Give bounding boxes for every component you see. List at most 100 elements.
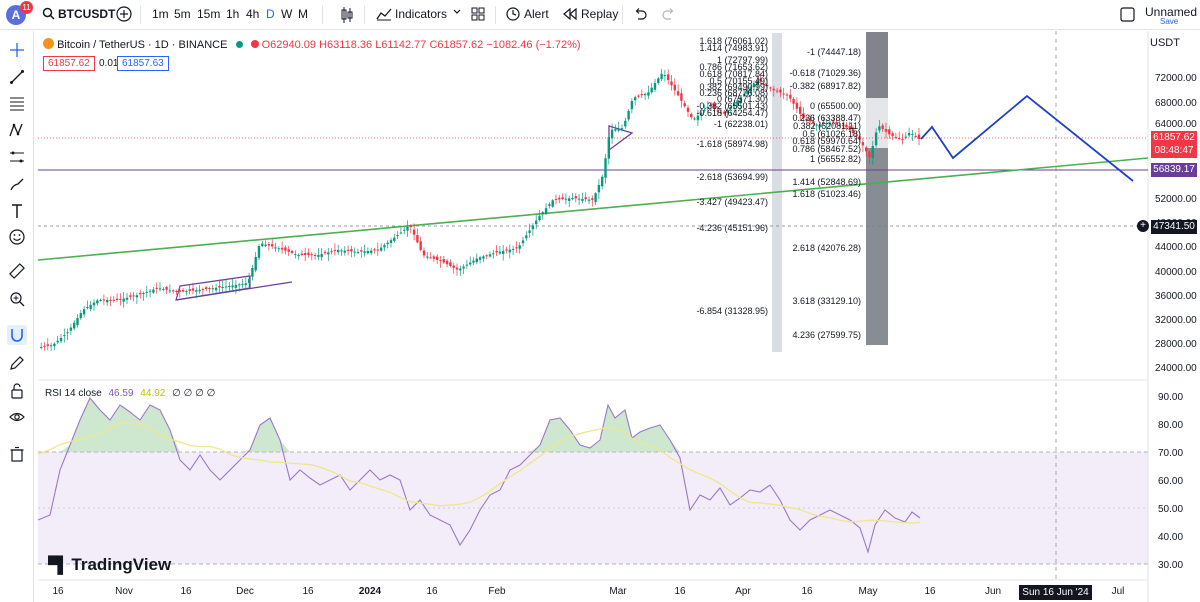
currency-button[interactable]: USDT	[1150, 37, 1180, 49]
interval-15m[interactable]: 15m	[197, 7, 221, 21]
candle-body	[756, 80, 759, 86]
alert-button[interactable]: Alert	[524, 7, 549, 21]
candle-body	[769, 87, 772, 89]
candle-body	[733, 103, 736, 107]
candle-body	[178, 290, 181, 292]
zoom-in-icon[interactable]	[7, 289, 27, 309]
candle-body	[759, 78, 762, 82]
symbol-search[interactable]: BTCUSDT	[58, 7, 116, 21]
interval-1h[interactable]: 1h	[226, 7, 240, 21]
time-axis-labels: 16 Nov 16 Dec 16 2024 16 Feb Mar 16 Apr 16 May 16 Jun J…	[52, 586, 1124, 597]
candle-body	[122, 298, 125, 302]
redo-icon[interactable]	[662, 8, 676, 23]
candle-body	[881, 125, 884, 129]
fib-left-labels: 1.618 (76061.02)1.414 (74983.91) 1 (72797…	[696, 36, 768, 316]
replay-button[interactable]: Replay	[581, 7, 619, 21]
sell-price[interactable]: 61857.62	[43, 56, 95, 71]
interval-d[interactable]: D	[266, 7, 275, 21]
lock-icon[interactable]	[7, 381, 27, 401]
compare-add-icon[interactable]	[115, 5, 133, 26]
flag-channel-lower	[175, 281, 293, 301]
candle-body	[587, 199, 591, 201]
trash-icon[interactable]	[7, 444, 27, 464]
text-tool-icon[interactable]	[7, 201, 27, 221]
rsi-ma-value: 44.92	[140, 388, 166, 399]
candle-body	[914, 135, 917, 137]
candle-body	[386, 242, 389, 245]
interval-1m[interactable]: 1m	[152, 7, 169, 21]
symbol-legend: Bitcoin / TetherUS · 1D · BINANCE O62940…	[43, 38, 581, 51]
fib-right-label: 0.618 (59970.64)	[792, 136, 861, 146]
candle-body	[373, 249, 376, 251]
candle-body	[614, 129, 617, 131]
rsi-title[interactable]: RSI 14 close	[45, 388, 102, 399]
alert-clock-icon[interactable]	[505, 6, 521, 25]
horizontal-lines-icon[interactable]	[7, 93, 27, 113]
undo-icon[interactable]	[633, 8, 647, 23]
candle-body	[145, 291, 148, 293]
pattern-tool-icon[interactable]	[7, 120, 27, 140]
candle-body	[577, 198, 581, 200]
save-link[interactable]: Save	[1160, 17, 1179, 26]
templates-chevron-icon[interactable]	[452, 6, 462, 20]
tradingview-logo[interactable]: ▀▌ TradingView	[48, 555, 171, 575]
time-label: 16	[426, 586, 438, 597]
candle-body	[815, 124, 818, 126]
stay-drawing-icon[interactable]	[7, 353, 27, 373]
candle-body	[429, 257, 432, 259]
forecast-tool-icon[interactable]	[7, 147, 27, 167]
candle-body	[898, 138, 901, 140]
eye-legend-icon[interactable]	[250, 40, 259, 48]
layouts-grid-icon[interactable]	[471, 7, 485, 24]
rsi-tick-label: 30.00	[1158, 560, 1183, 571]
candle-body	[271, 244, 274, 247]
interval-5m[interactable]: 5m	[174, 7, 191, 21]
candle-body	[861, 142, 865, 146]
candle-body	[551, 200, 554, 207]
candle-body	[495, 250, 498, 253]
indicators-icon[interactable]	[376, 7, 392, 24]
fib-right-label: 0.5 (61026.18)	[802, 129, 861, 139]
candle-body	[832, 121, 835, 123]
top-toolbar: A 11 BTCUSDT 1m 5m 15m 1h 4h D W M Indic…	[0, 0, 1200, 30]
candle-body	[165, 286, 168, 290]
candle-body	[132, 295, 135, 297]
buy-price[interactable]: 61857.63	[117, 56, 169, 71]
replay-icon[interactable]	[563, 7, 577, 23]
candle-body	[459, 268, 462, 271]
candle-body	[841, 124, 845, 127]
candle-body	[340, 250, 343, 252]
candle-body	[775, 90, 779, 92]
candle-body	[663, 75, 667, 77]
candle-body	[188, 289, 191, 291]
high-value: H63118.36	[319, 39, 373, 51]
candle-body	[706, 106, 709, 108]
candle-body	[643, 93, 647, 96]
candle-body	[158, 288, 162, 290]
layout-checkbox[interactable]	[1120, 7, 1135, 25]
crosshair-icon[interactable]	[7, 40, 27, 60]
candle-body	[624, 120, 627, 127]
magnet-icon[interactable]	[7, 325, 27, 345]
candle-type-icon[interactable]	[340, 6, 354, 27]
rsi-tick-label: 40.00	[1158, 532, 1183, 543]
candle-body	[313, 254, 317, 256]
interval-w[interactable]: W	[281, 7, 293, 21]
candle-body	[574, 196, 577, 199]
emoji-icon[interactable]	[7, 227, 27, 247]
candle-body	[680, 93, 683, 101]
trend-line-icon[interactable]	[7, 67, 27, 87]
brush-icon[interactable]	[7, 174, 27, 194]
indicators-button[interactable]: Indicators	[395, 7, 448, 21]
interval-m[interactable]: M	[298, 7, 308, 21]
add-alert-plus-icon[interactable]: +	[1137, 220, 1149, 232]
search-icon[interactable]	[42, 7, 55, 23]
eye-icon[interactable]	[7, 407, 27, 427]
interval-4h[interactable]: 4h	[246, 7, 260, 21]
layout-name[interactable]: Unnamed	[1145, 5, 1198, 19]
ruler-icon[interactable]	[7, 261, 27, 281]
candle-body	[874, 132, 878, 146]
symbol-title[interactable]: Bitcoin / TetherUS · 1D · BINANCE	[57, 39, 228, 51]
candle-body	[244, 283, 247, 286]
